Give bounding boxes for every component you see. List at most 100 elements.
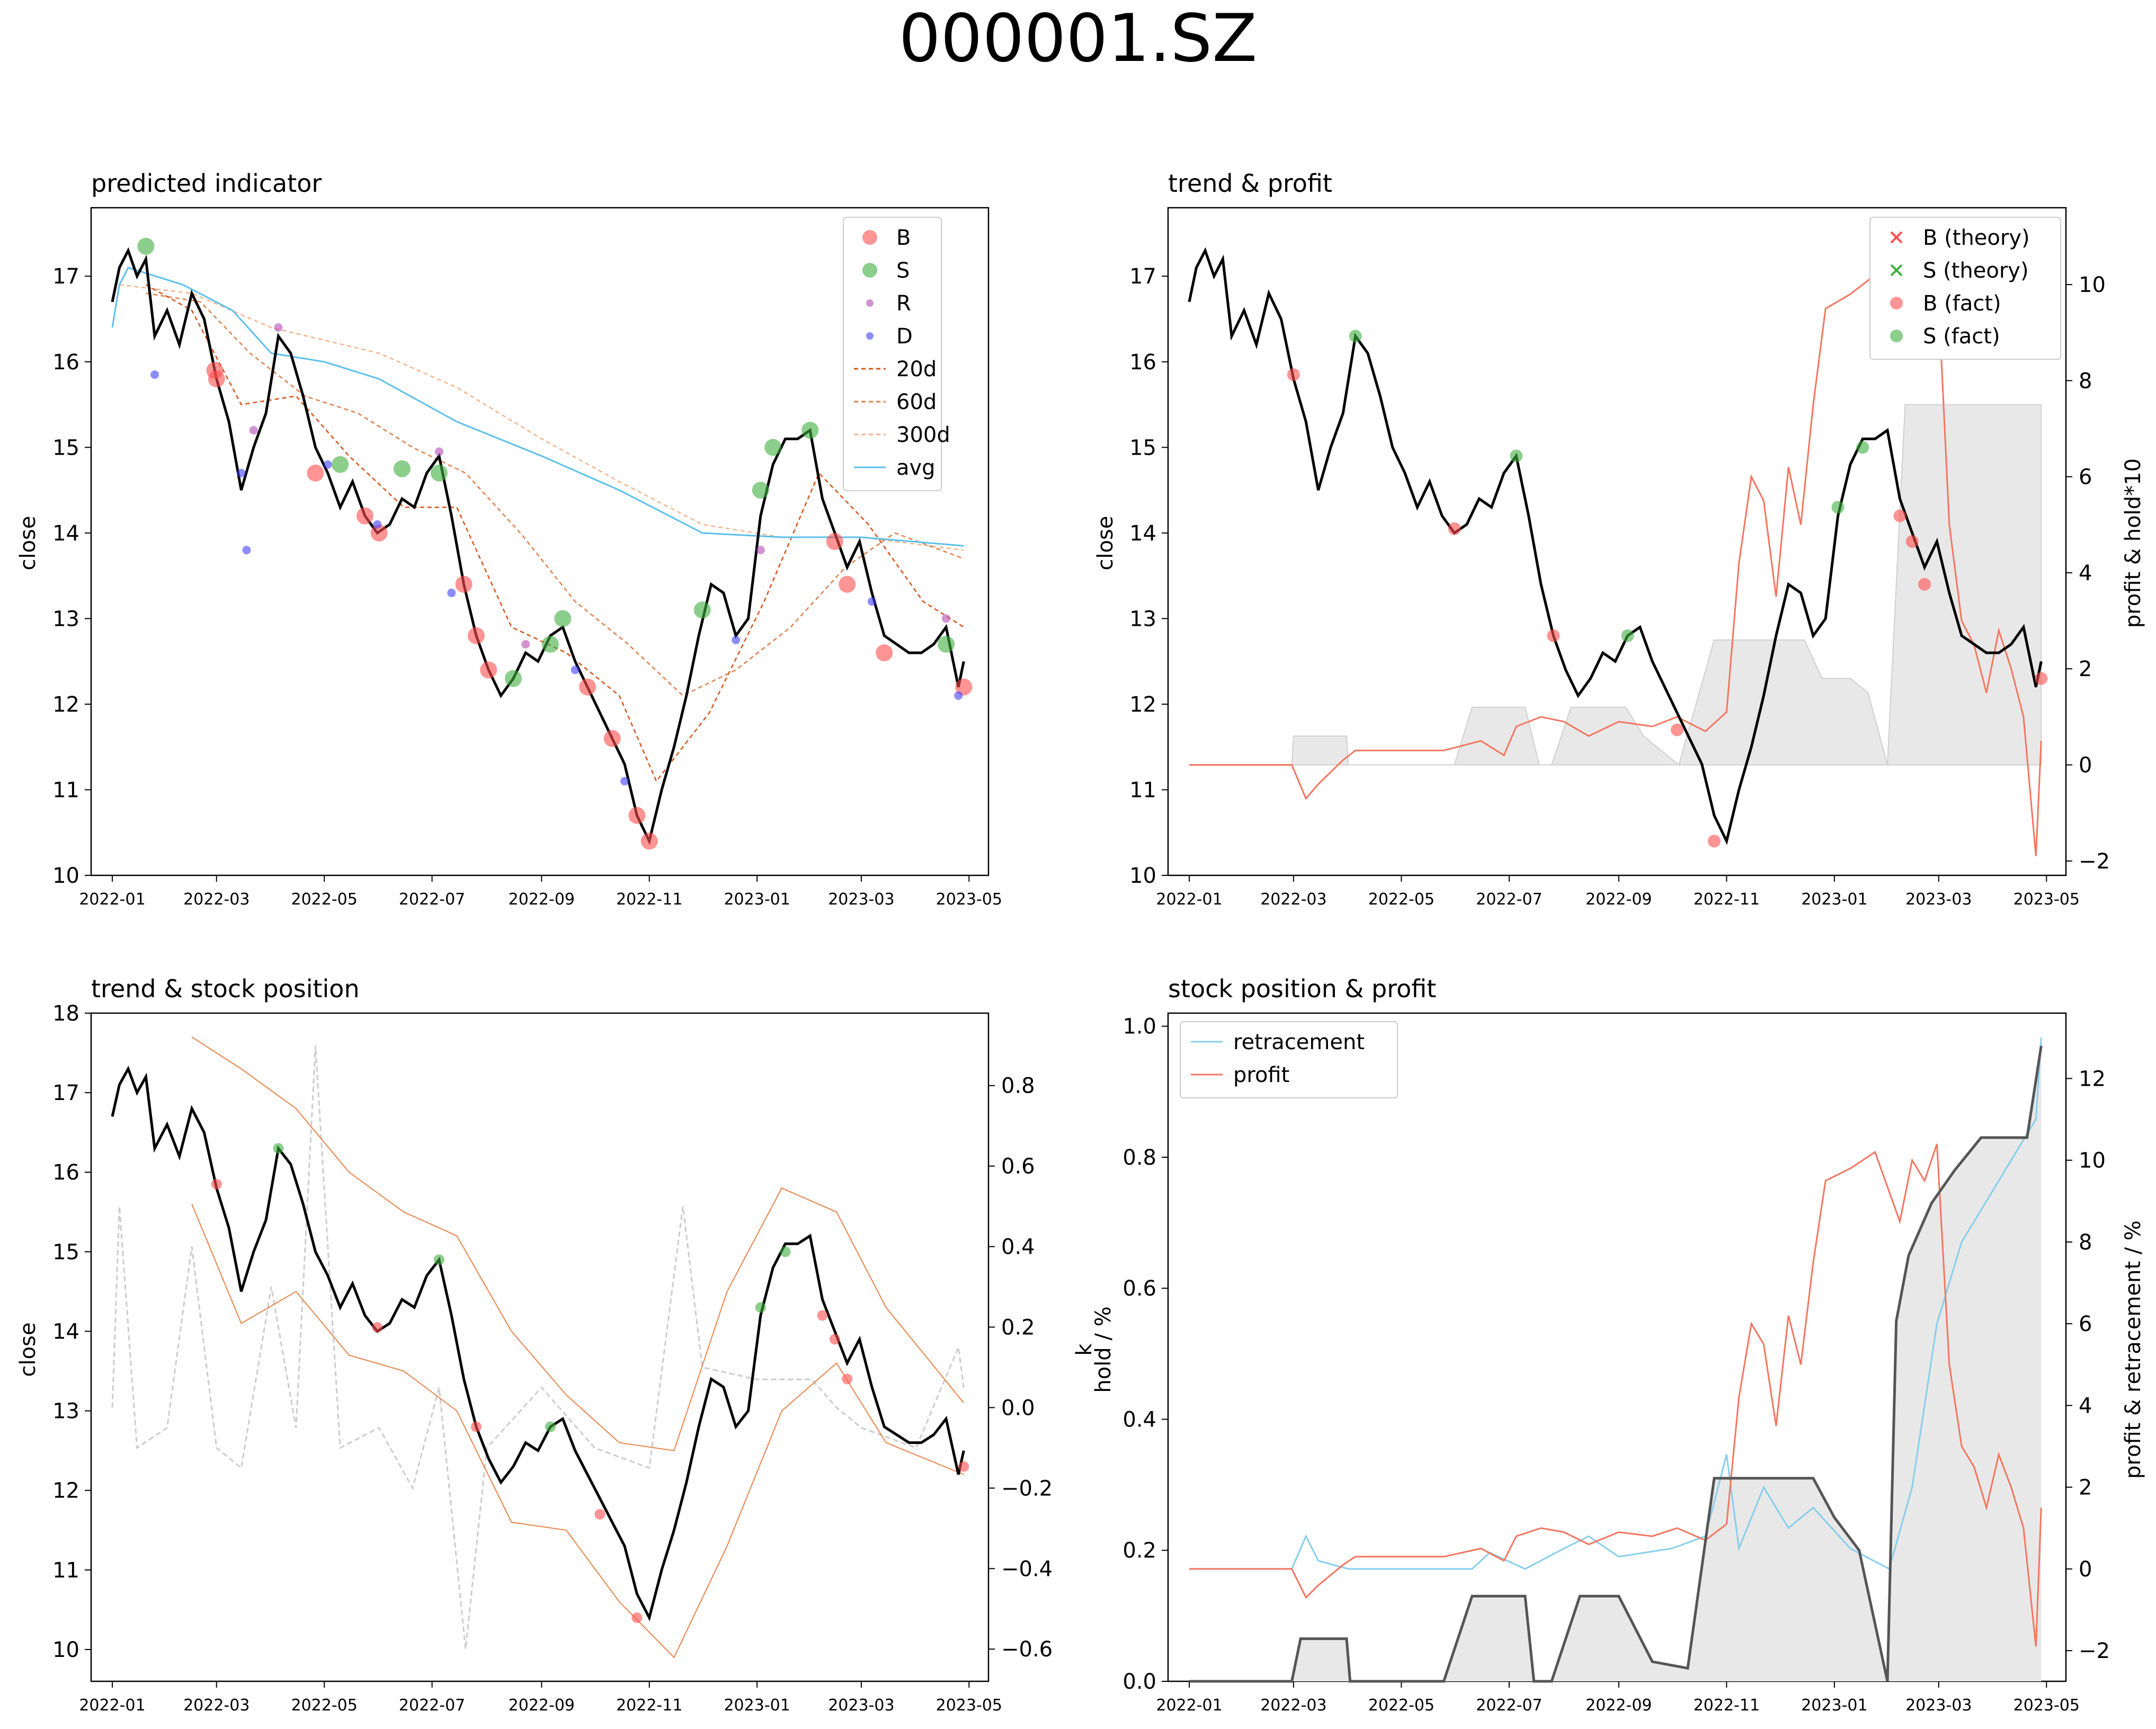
y-tick-label: 11: [1129, 778, 1156, 802]
marker-S: [433, 1254, 444, 1265]
x-tick-label: 2022-05: [291, 1696, 357, 1715]
y-tick-label: 17: [1129, 264, 1156, 289]
y-tick-label: 16: [52, 350, 79, 375]
marker-S-fact: [1831, 501, 1845, 514]
x-tick-label: 2023-01: [724, 1696, 790, 1715]
legend-label: 20d: [896, 357, 937, 382]
x-tick-label: 2023-03: [828, 890, 894, 909]
y-right-tick-label: 6: [2079, 1312, 2092, 1336]
marker-S: [801, 422, 819, 439]
plot-frame: [1167, 207, 2067, 876]
x-tick-label: 2022-11: [616, 1696, 682, 1715]
y-tick-label: 17: [52, 264, 79, 289]
y-right-tick-label: 8: [2079, 369, 2092, 393]
legend-label: 300d: [896, 423, 950, 447]
y-tick-label: 0.6: [1122, 1276, 1156, 1301]
series-20d: [145, 284, 964, 783]
marker-B-fact: [1918, 578, 1931, 591]
marker-B: [467, 627, 485, 644]
y-tick-label: 11: [52, 1558, 79, 1583]
marker-B: [839, 575, 856, 593]
panel-title: trend & profit: [1168, 169, 1332, 198]
y-tick-label: 16: [52, 1160, 79, 1185]
series-close: [111, 1066, 965, 1621]
marker-B: [876, 644, 893, 661]
marker-S: [545, 1421, 556, 1432]
series-k: [111, 1045, 965, 1650]
x-tick-label: 2022-11: [616, 890, 682, 909]
marker-D: [867, 597, 876, 606]
y-axis-label: close: [16, 1322, 40, 1377]
marker-D: [237, 468, 246, 477]
y-tick-label: 13: [52, 607, 79, 631]
y-right-tick-label: 0.8: [1001, 1074, 1035, 1098]
marker-B: [579, 678, 596, 696]
y-tick-label: 12: [1129, 693, 1156, 717]
y-axis-label-extra: k: [1072, 1343, 1097, 1356]
marker-B: [640, 832, 658, 850]
y-right-tick-label: 4: [2079, 1394, 2092, 1418]
panel-trend-profit: trend & profit close profit & hold*10 20…: [1093, 169, 2145, 909]
y-right-tick-label: 0: [2079, 753, 2092, 778]
y-right-tick-label: 0.0: [1001, 1396, 1035, 1420]
hold-area: [1189, 1045, 2042, 1681]
y-right-tick-label: 0.4: [1001, 1235, 1035, 1260]
y-right-tick-label: 8: [2079, 1230, 2092, 1255]
marker-B-fact: [1670, 723, 1683, 737]
marker-B: [370, 524, 388, 542]
marker-S-fact: [1621, 629, 1634, 642]
series-band-lower: [191, 1203, 964, 1659]
x-tick-label: 2023-03: [828, 1696, 894, 1715]
legend-label: R: [896, 291, 911, 316]
marker-S-fact: [1510, 449, 1523, 463]
legend-swatch: [862, 263, 877, 278]
panel-title: predicted indicator: [91, 169, 322, 198]
legend-swatch: [866, 299, 874, 307]
y-tick-label: 0.8: [1122, 1146, 1156, 1170]
y-tick-label: 14: [52, 1319, 79, 1344]
panel-title: trend & stock position: [91, 974, 360, 1003]
y-axis-label: close: [1093, 516, 1118, 570]
series-close: [111, 247, 965, 845]
plot-frame: [90, 1012, 990, 1682]
marker-D: [620, 777, 629, 786]
marker-S: [137, 237, 155, 255]
y-tick-label: 15: [52, 436, 79, 460]
legend-label: avg: [896, 456, 936, 480]
y-right-tick-label: −0.4: [1001, 1557, 1053, 1581]
panel-predicted-indicator: predicted indicator close 2022-01 2022-03…: [16, 169, 1002, 909]
y-right-tick-label: 0.6: [1001, 1155, 1035, 1179]
x-tick-label: 2022-09: [509, 1696, 575, 1715]
marker-D: [954, 691, 963, 700]
y-tick-label: 0.0: [1122, 1670, 1156, 1694]
panel-stock-position-profit: stock position & profit hold / % k profi…: [1072, 974, 2145, 1715]
marker-B: [480, 661, 497, 679]
marker-S: [332, 456, 349, 473]
y-tick-label: 14: [1129, 521, 1156, 546]
legend-swatch: [1890, 297, 1903, 309]
y-tick-label: 15: [52, 1240, 79, 1264]
y-tick-label: 1.0: [1122, 1015, 1156, 1039]
x-tick-label: 2022-09: [1585, 890, 1652, 909]
hold-area: [1189, 404, 2042, 766]
legend-label: B (fact): [1923, 291, 2001, 316]
y-tick-label: 17: [52, 1081, 79, 1105]
marker-S: [542, 635, 559, 653]
marker-D: [373, 520, 382, 529]
y-right-tick-label: −2: [2079, 849, 2110, 874]
marker-B: [356, 507, 373, 525]
x-tick-label: 2022-11: [1694, 1696, 1760, 1715]
marker-S: [273, 1143, 284, 1154]
x-tick-label: 2022-01: [79, 1696, 145, 1715]
marker-D: [150, 370, 159, 379]
marker-B: [958, 1461, 969, 1472]
x-tick-label: 2022-03: [1260, 890, 1326, 909]
series-profit: [1189, 1143, 2042, 1647]
marker-S: [554, 610, 572, 627]
legend-box: [843, 217, 942, 491]
panel-title: stock position & profit: [1168, 974, 1436, 1003]
x-tick-label: 2022-03: [183, 890, 250, 909]
marker-B: [372, 1322, 383, 1333]
plot-frame: [90, 207, 990, 876]
